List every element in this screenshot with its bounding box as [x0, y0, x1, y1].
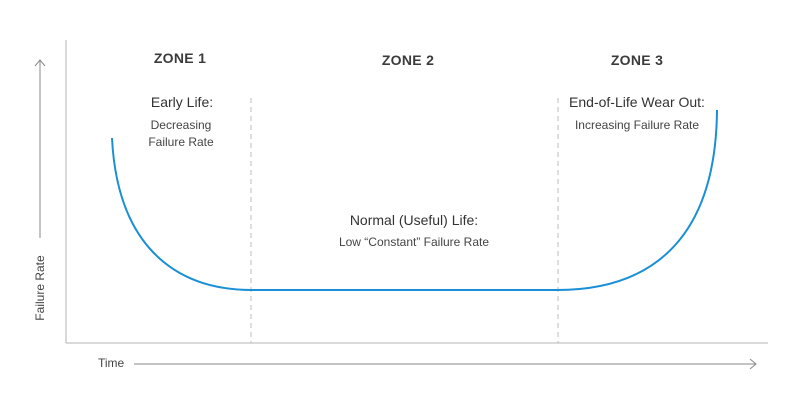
bathtub-curve — [111, 109, 718, 291]
y-axis-label: Failure Rate — [33, 255, 47, 321]
zone-1-description: Decreasing Failure Rate — [148, 118, 214, 149]
zone-2-title: Normal (Useful) Life: — [349, 212, 479, 228]
x-axis-arrow-head — [749, 358, 757, 370]
zone-3-title: End-of-Life Wear Out: — [569, 94, 705, 110]
x-axis-label: Time — [98, 356, 125, 370]
zone-3-description: Increasing Failure Rate — [574, 118, 700, 132]
zone-2-description: Low “Constant” Failure Rate — [338, 235, 490, 249]
zone-1-title: Early Life: — [150, 94, 214, 110]
zone-2-heading: ZONE 2 — [381, 52, 435, 68]
y-axis-arrow-head — [34, 59, 46, 67]
zone-3-heading: ZONE 3 — [610, 52, 664, 68]
zone-1-heading: ZONE 1 — [153, 50, 207, 66]
